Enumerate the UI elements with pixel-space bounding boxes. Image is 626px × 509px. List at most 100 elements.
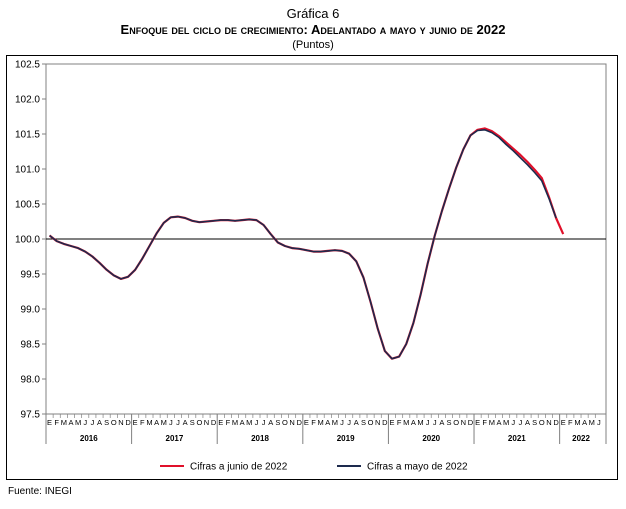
x-month-label: J [519,418,523,427]
y-tick-label: 102.5 [15,60,40,71]
x-year-label: 2021 [508,434,526,443]
x-month-label: A [582,418,587,427]
x-month-label: S [361,418,366,427]
x-month-label: E [475,418,480,427]
x-month-label: A [240,418,245,427]
chart-number: Gráfica 6 [286,6,340,21]
x-month-label: D [297,418,303,427]
x-month-label: N [375,418,380,427]
x-month-label: S [447,418,452,427]
y-tick-label: 97.5 [21,410,41,421]
series-line-junio [48,127,565,360]
x-month-label: F [397,418,402,427]
y-tick-label: 100.5 [15,200,40,211]
x-month-label: D [382,418,388,427]
x-month-label: D [553,418,559,427]
x-month-label: M [403,418,409,427]
x-month-label: M [503,418,509,427]
chart-titles: Gráfica 6 Enfoque del ciclo de crecimien… [0,6,626,52]
x-month-label: J [340,418,344,427]
x-month-label: N [546,418,551,427]
y-tick-label: 98.5 [21,340,41,351]
x-month-label: O [111,418,117,427]
x-year-label: 2019 [337,434,355,443]
x-month-label: A [154,418,159,427]
x-month-label: J [347,418,351,427]
x-month-label: M [232,418,238,427]
x-month-label: F [568,418,573,427]
x-month-label: A [325,418,330,427]
x-month-label: E [561,418,566,427]
x-month-label: F [140,418,145,427]
x-month-label: M [417,418,423,427]
y-tick-label: 101.5 [15,130,40,141]
x-month-label: O [368,418,374,427]
x-year-label: 2022 [572,434,590,443]
x-month-label: F [54,418,59,427]
chart-title: Enfoque del ciclo de crecimiento: Adelan… [120,22,506,37]
x-month-label: A [439,418,444,427]
x-month-label: M [574,418,580,427]
x-month-label: J [262,418,266,427]
x-month-label: N [289,418,294,427]
x-month-label: J [426,418,430,427]
x-month-label: M [246,418,252,427]
x-month-label: M [75,418,81,427]
x-month-label: A [183,418,188,427]
x-month-label: A [97,418,102,427]
x-month-label: J [433,418,437,427]
x-month-label: F [482,418,487,427]
y-tick-label: 101.0 [15,165,40,176]
chart-units: (Puntos) [292,39,334,51]
legend-label-junio: Cifras a junio de 2022 [190,462,288,473]
x-month-label: M [161,418,167,427]
x-month-label: O [539,418,545,427]
x-month-label: M [146,418,152,427]
x-month-label: D [211,418,217,427]
x-month-label: E [389,418,394,427]
x-month-label: M [589,418,595,427]
source-note: Fuente: INEGI [8,486,72,497]
x-month-label: A [354,418,359,427]
x-year-label: 2018 [251,434,269,443]
y-tick-label: 100.0 [15,235,40,246]
x-month-label: J [255,418,259,427]
y-tick-label: 98.0 [21,375,41,386]
x-month-label: D [468,418,474,427]
x-year-label: 2017 [166,434,184,443]
x-month-label: D [125,418,131,427]
x-month-label: F [226,418,231,427]
x-month-label: O [453,418,459,427]
x-month-label: F [311,418,316,427]
x-month-label: E [133,418,138,427]
x-month-label: M [318,418,324,427]
x-month-label: S [532,418,537,427]
x-month-label: A [68,418,73,427]
x-month-label: J [511,418,515,427]
x-month-label: M [489,418,495,427]
legend-label-mayo: Cifras a mayo de 2022 [367,462,468,473]
x-month-label: A [496,418,501,427]
x-month-label: E [218,418,223,427]
x-month-label: N [204,418,209,427]
series-line-mayo [49,129,557,360]
chart-frame [6,55,618,480]
x-month-label: A [268,418,273,427]
x-month-label: J [597,418,601,427]
x-month-label: E [304,418,309,427]
x-month-label: A [411,418,416,427]
x-year-label: 2016 [80,434,98,443]
x-month-label: S [190,418,195,427]
x-month-label: J [176,418,180,427]
x-month-label: S [104,418,109,427]
x-month-label: S [275,418,280,427]
y-tick-label: 102.0 [15,95,40,106]
x-month-label: N [118,418,123,427]
y-tick-label: 99.5 [21,270,41,281]
x-month-label: O [196,418,202,427]
x-month-label: N [461,418,466,427]
x-year-label: 2020 [422,434,440,443]
x-month-label: E [47,418,52,427]
x-month-label: M [61,418,67,427]
